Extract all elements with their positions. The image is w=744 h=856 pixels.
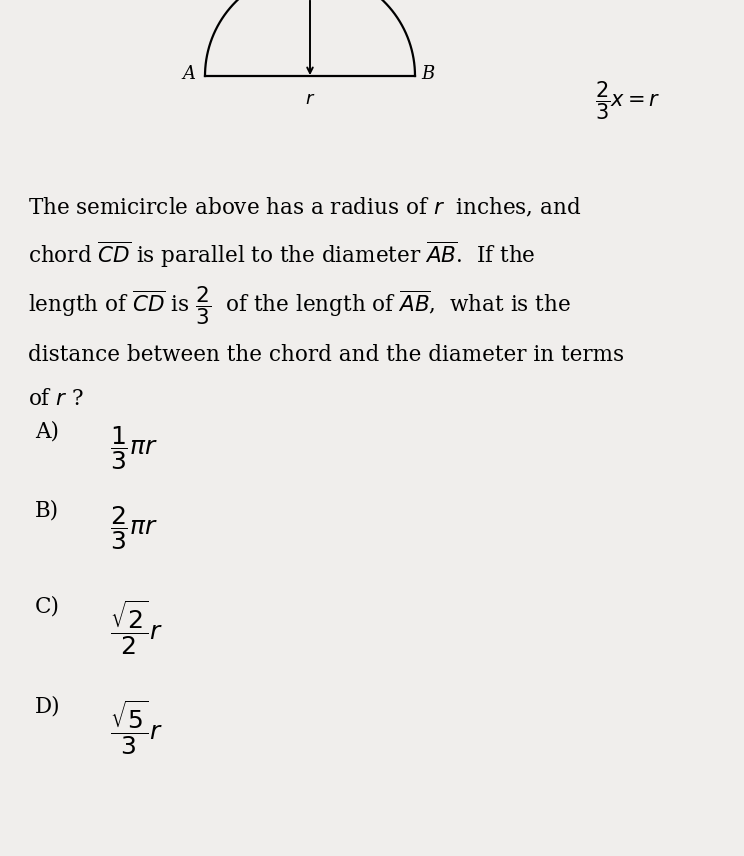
Text: C): C) — [35, 595, 60, 617]
Text: $\dfrac{1}{3}\pi r$: $\dfrac{1}{3}\pi r$ — [110, 424, 158, 472]
Text: B: B — [421, 65, 434, 83]
Text: $\dfrac{2}{3}\pi r$: $\dfrac{2}{3}\pi r$ — [110, 504, 158, 552]
Text: D): D) — [35, 695, 60, 717]
Text: B): B) — [35, 500, 59, 522]
Text: A: A — [182, 65, 195, 83]
Text: length of $\overline{CD}$ is $\dfrac{2}{3}$  of the length of $\overline{AB}$,  : length of $\overline{CD}$ is $\dfrac{2}{… — [28, 284, 571, 327]
Text: of $r$ ?: of $r$ ? — [28, 388, 84, 410]
Text: A): A) — [35, 420, 59, 442]
Text: The semicircle above has a radius of $r$  inches, and: The semicircle above has a radius of $r$… — [28, 196, 581, 219]
Text: D: D — [386, 0, 400, 3]
Text: distance between the chord and the diameter in terms: distance between the chord and the diame… — [28, 344, 624, 366]
Text: $\dfrac{\sqrt{5}}{3}r$: $\dfrac{\sqrt{5}}{3}r$ — [110, 699, 164, 758]
Text: $\dfrac{2}{3}x = r$: $\dfrac{2}{3}x = r$ — [595, 80, 661, 122]
Text: C: C — [218, 0, 232, 3]
Text: chord $\overline{CD}$ is parallel to the diameter $\overline{AB}$.  If the: chord $\overline{CD}$ is parallel to the… — [28, 240, 536, 270]
Text: $r$: $r$ — [305, 90, 315, 108]
Text: $\dfrac{\sqrt{2}}{2}r$: $\dfrac{\sqrt{2}}{2}r$ — [110, 599, 164, 657]
